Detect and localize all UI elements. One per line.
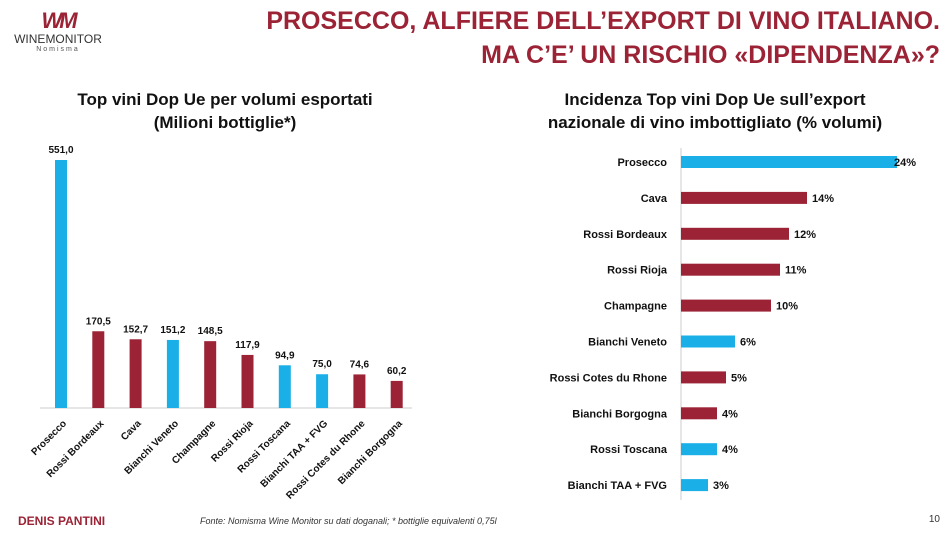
- bar: [681, 443, 717, 456]
- y-tick-label: Bianchi Veneto: [588, 337, 667, 349]
- data-label: 117,9: [235, 340, 260, 351]
- data-label: 11%: [785, 265, 807, 277]
- data-label: 170,5: [86, 316, 111, 327]
- bar: [681, 407, 717, 420]
- bar: [390, 380, 403, 408]
- y-tick-label: Bianchi TAA + FVG: [568, 480, 667, 492]
- title-line-1: PROSECCO, ALFIERE DELL’EXPORT DI VINO IT…: [266, 7, 940, 35]
- logo-brand: WINEMONITOR: [14, 32, 102, 46]
- bar: [681, 299, 771, 312]
- data-label: 14%: [812, 193, 834, 205]
- y-tick-label: Rossi Rioja: [607, 265, 668, 277]
- data-label: 12%: [794, 229, 816, 241]
- y-tick-label: Bianchi Borgogna: [572, 408, 668, 420]
- bar: [204, 341, 217, 408]
- data-label: 148,5: [198, 326, 223, 337]
- bar: [92, 331, 105, 408]
- data-label: 152,7: [123, 324, 148, 335]
- right-title-2: nazionale di vino imbottigliato (% volum…: [547, 113, 883, 132]
- y-tick-label: Rossi Bordeaux: [583, 229, 668, 241]
- logo-sub: Nomisma: [36, 46, 80, 53]
- source-note: Fonte: Nomisma Wine Monitor su dati doga…: [200, 516, 497, 526]
- data-label: 3%: [713, 480, 729, 492]
- bar: [681, 335, 735, 348]
- left-title-2: (Milioni bottiglie*): [153, 113, 297, 132]
- logo-mark: WM: [41, 8, 77, 33]
- data-label: 5%: [731, 372, 747, 384]
- page-title: PROSECCO, ALFIERE DELL’EXPORT DI VINO IT…: [266, 4, 940, 72]
- data-label: 4%: [722, 408, 738, 420]
- bar: [681, 263, 780, 276]
- data-label: 151,2: [160, 325, 185, 336]
- bar: [681, 479, 708, 492]
- author: DENIS PANTINI: [18, 514, 106, 528]
- right-chart-title: Incidenza Top vini Dop Ue sull’export na…: [500, 88, 930, 134]
- bar: [681, 156, 897, 168]
- y-tick-label: Rossi Toscana: [590, 444, 668, 456]
- bar: [681, 371, 726, 384]
- data-label: 24%: [894, 157, 916, 169]
- left-chart-title: Top vini Dop Ue per volumi esportati (Mi…: [30, 88, 420, 134]
- data-label: 60,2: [387, 366, 407, 377]
- data-label: 4%: [722, 444, 738, 456]
- bar: [681, 191, 807, 204]
- data-label: 6%: [740, 337, 756, 349]
- y-tick-label: Champagne: [604, 301, 667, 313]
- x-tick-label: Cava: [119, 418, 144, 443]
- x-tick-label: Prosecco: [30, 418, 70, 458]
- bar: [129, 339, 142, 408]
- data-label: 94,9: [275, 350, 295, 361]
- bar: [166, 339, 179, 408]
- left-title-1: Top vini Dop Ue per volumi esportati: [77, 90, 373, 109]
- y-tick-label: Prosecco: [617, 157, 667, 169]
- x-tick-label: Bianchi TAA + FVG: [259, 418, 331, 490]
- page-number: 10: [928, 514, 940, 525]
- bar: [241, 354, 254, 408]
- title-line-2: MA C’E’ UN RISCHIO «DIPENDENZA»?: [481, 41, 940, 69]
- logo: WM WINEMONITOR Nomisma: [8, 8, 108, 53]
- data-label: 10%: [776, 301, 798, 313]
- bar: [55, 160, 67, 408]
- data-label: 551,0: [48, 145, 73, 156]
- bar: [278, 365, 291, 408]
- bar: [316, 374, 329, 408]
- y-tick-label: Cava: [641, 193, 668, 205]
- bar: [353, 374, 366, 408]
- bar: [681, 227, 789, 240]
- data-label: 74,6: [350, 359, 370, 370]
- right-title-1: Incidenza Top vini Dop Ue sull’export: [564, 90, 866, 109]
- y-tick-label: Rossi Cotes du Rhone: [550, 372, 667, 384]
- data-label: 75,0: [312, 359, 332, 370]
- x-tick-label: Bianchi Borgogna: [336, 418, 405, 487]
